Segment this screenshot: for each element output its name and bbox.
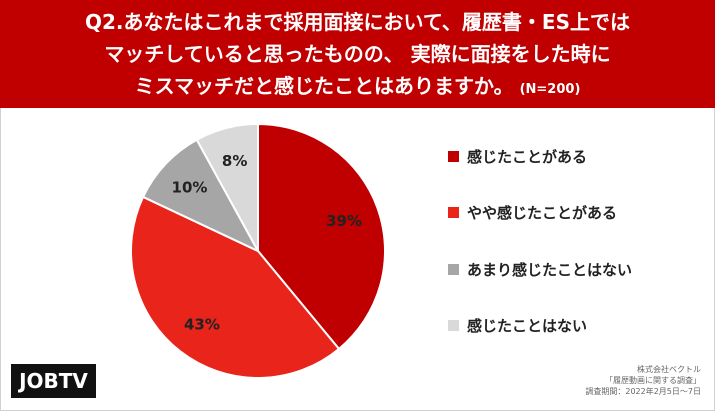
title-line-2: マッチしていると思ったものの、 実際に面接をした時に (104, 42, 611, 66)
legend-label-1: 感じたことがある (467, 147, 588, 166)
legend-item-2: やや感じたことがある (448, 200, 617, 224)
jobtv-logo: JOBTV (11, 364, 96, 398)
pie-chart: 39% 43% 10% 8% (130, 122, 386, 379)
pie-slice-label-4: 8% (222, 152, 247, 170)
pie-slice-3 (141, 138, 261, 254)
legend-label-4: 感じたことはない (467, 316, 588, 335)
credit-company: 株式会社ベクトル (637, 365, 701, 374)
legend-swatch-3 (448, 263, 459, 275)
title-line-1: Q2.あなたはこれまで採用面接において、履歴書・ES上では (85, 10, 630, 34)
legend-item-1: 感じたことがある (448, 144, 587, 168)
pie-slice-label-2: 43% (184, 315, 220, 333)
pie-slice-label-3: 10% (172, 179, 208, 197)
title-line-3: ミスマッチだと感じたことはありますか。 (N=200) (0, 72, 715, 104)
credit: 株式会社ベクトル 「履歴動画に関する調査」 調査期間：2022年2月5日〜7日 (585, 364, 701, 397)
pie-slice-2 (130, 195, 341, 379)
title-line-3-text: ミスマッチだと感じたことはありますか。 (134, 74, 514, 98)
legend-swatch-2 (448, 206, 459, 218)
credit-survey: 「履歴動画に関する調査」 (605, 376, 701, 385)
chart-title-banner: Q2.あなたはこれまで採用面接において、履歴書・ES上では マッチしていると思っ… (0, 0, 715, 108)
legend-item-3: あまり感じたことはない (448, 257, 632, 281)
pie-slice-1 (257, 122, 386, 351)
pie-slice-4 (195, 122, 259, 252)
legend-swatch-1 (448, 150, 459, 162)
sample-size: (N=200) (519, 82, 581, 97)
credit-period: 調査期間：2022年2月5日〜7日 (585, 387, 701, 396)
legend-label-3: あまり感じたことはない (467, 260, 633, 279)
legend-swatch-4 (448, 319, 459, 331)
legend-item-4: 感じたことはない (448, 313, 587, 337)
legend-label-2: やや感じたことがある (467, 203, 618, 222)
pie-slice-label-1: 39% (326, 212, 362, 230)
